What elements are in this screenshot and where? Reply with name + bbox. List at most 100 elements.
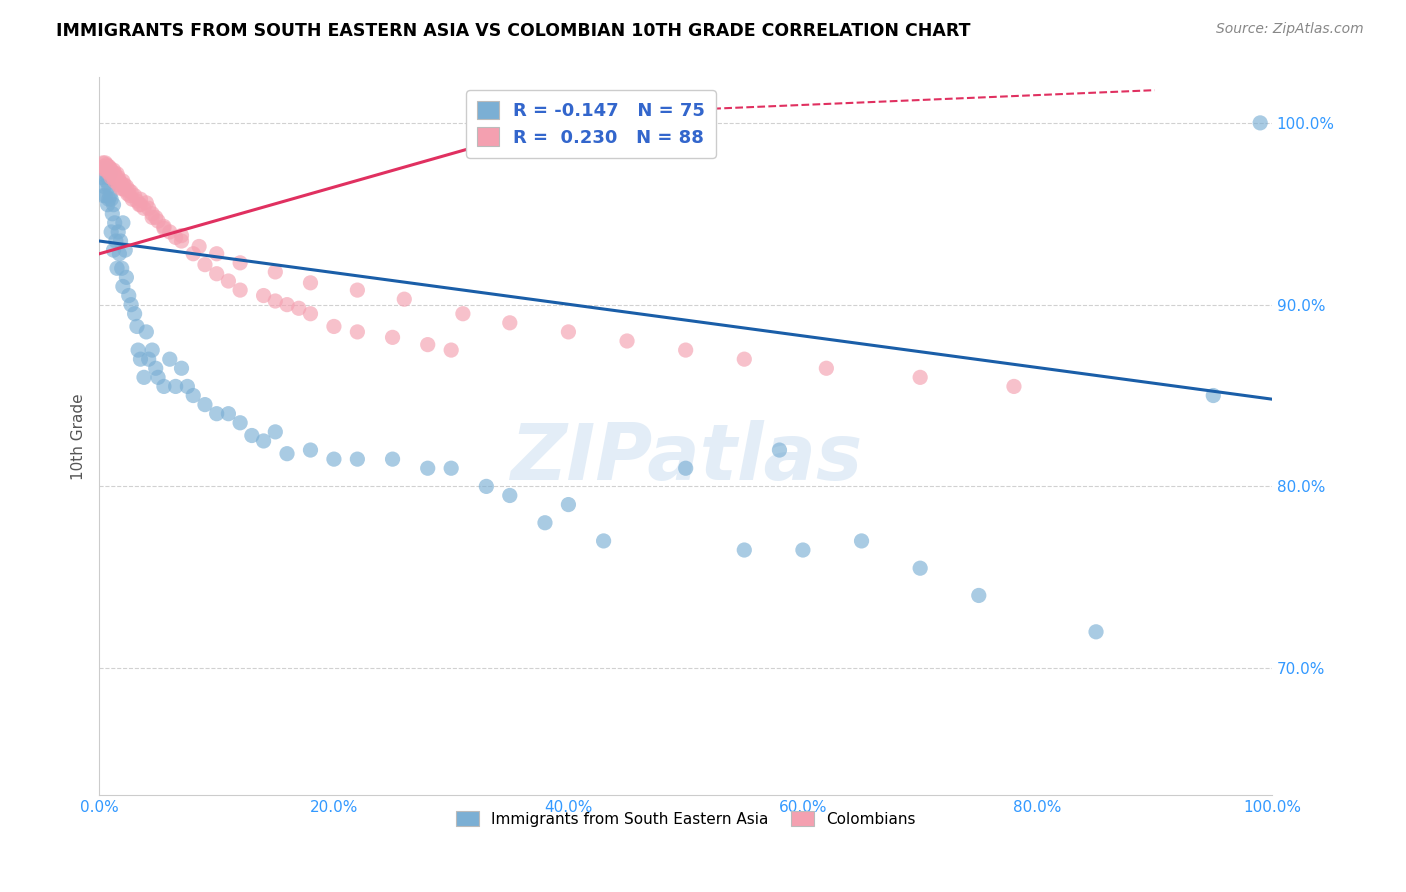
Legend: Immigrants from South Eastern Asia, Colombians: Immigrants from South Eastern Asia, Colo…: [449, 803, 924, 834]
Point: [194, 398, 217, 412]
Point: [117, 186, 139, 201]
Point: [111, 261, 134, 276]
Point: [264, 265, 287, 279]
Point: [416, 337, 439, 351]
Point: [205, 246, 228, 260]
Point: [104, 170, 127, 185]
Point: [90, 170, 112, 185]
Point: [815, 361, 838, 376]
Text: ZIPatlas: ZIPatlas: [509, 420, 862, 496]
Point: [475, 479, 498, 493]
Point: [145, 211, 167, 225]
Point: [1249, 116, 1271, 130]
Point: [159, 225, 181, 239]
Point: [121, 192, 143, 206]
Point: [108, 246, 131, 260]
Point: [103, 170, 125, 185]
Point: [115, 179, 138, 194]
Point: [616, 334, 638, 348]
Point: [110, 234, 132, 248]
Point: [104, 167, 127, 181]
Point: [107, 225, 129, 239]
Point: [240, 428, 263, 442]
Point: [440, 461, 463, 475]
Point: [114, 243, 136, 257]
Point: [176, 379, 198, 393]
Point: [98, 161, 121, 176]
Point: [170, 361, 193, 376]
Point: [104, 234, 127, 248]
Point: [103, 163, 125, 178]
Point: [97, 160, 120, 174]
Point: [96, 158, 118, 172]
Point: [299, 443, 322, 458]
Point: [499, 488, 522, 502]
Point: [264, 425, 287, 439]
Point: [346, 452, 368, 467]
Point: [165, 379, 187, 393]
Point: [557, 498, 579, 512]
Point: [792, 543, 814, 558]
Point: [145, 361, 167, 376]
Point: [104, 174, 127, 188]
Point: [129, 197, 152, 211]
Point: [93, 179, 115, 194]
Point: [451, 307, 474, 321]
Point: [105, 174, 128, 188]
Text: Source: ZipAtlas.com: Source: ZipAtlas.com: [1216, 22, 1364, 37]
Point: [153, 221, 176, 235]
Point: [96, 174, 118, 188]
Point: [287, 301, 309, 316]
Point: [908, 561, 931, 575]
Point: [91, 188, 114, 202]
Point: [299, 307, 322, 321]
Point: [229, 416, 252, 430]
Point: [217, 274, 239, 288]
Point: [165, 230, 187, 244]
Point: [381, 452, 404, 467]
Point: [111, 216, 134, 230]
Point: [194, 258, 217, 272]
Point: [111, 181, 134, 195]
Point: [229, 283, 252, 297]
Point: [115, 270, 138, 285]
Point: [118, 188, 141, 202]
Point: [851, 533, 873, 548]
Point: [100, 163, 122, 178]
Point: [394, 292, 416, 306]
Point: [440, 343, 463, 357]
Point: [135, 325, 157, 339]
Point: [114, 183, 136, 197]
Point: [534, 516, 557, 530]
Point: [252, 288, 274, 302]
Point: [733, 352, 755, 367]
Point: [107, 178, 129, 192]
Point: [93, 160, 115, 174]
Point: [94, 156, 117, 170]
Point: [252, 434, 274, 448]
Point: [733, 543, 755, 558]
Point: [111, 174, 134, 188]
Point: [205, 267, 228, 281]
Point: [110, 176, 132, 190]
Point: [132, 202, 155, 216]
Point: [264, 293, 287, 308]
Point: [94, 188, 117, 202]
Point: [120, 185, 142, 199]
Point: [118, 183, 141, 197]
Point: [97, 170, 120, 185]
Point: [97, 160, 120, 174]
Y-axis label: 10th Grade: 10th Grade: [72, 393, 86, 480]
Point: [141, 211, 163, 225]
Point: [105, 167, 128, 181]
Point: [98, 167, 121, 181]
Point: [1202, 388, 1225, 402]
Point: [94, 161, 117, 176]
Point: [153, 219, 176, 234]
Point: [112, 178, 135, 192]
Point: [181, 246, 204, 260]
Point: [127, 343, 149, 357]
Text: IMMIGRANTS FROM SOUTH EASTERN ASIA VS COLOMBIAN 10TH GRADE CORRELATION CHART: IMMIGRANTS FROM SOUTH EASTERN ASIA VS CO…: [56, 22, 970, 40]
Point: [146, 214, 169, 228]
Point: [98, 167, 121, 181]
